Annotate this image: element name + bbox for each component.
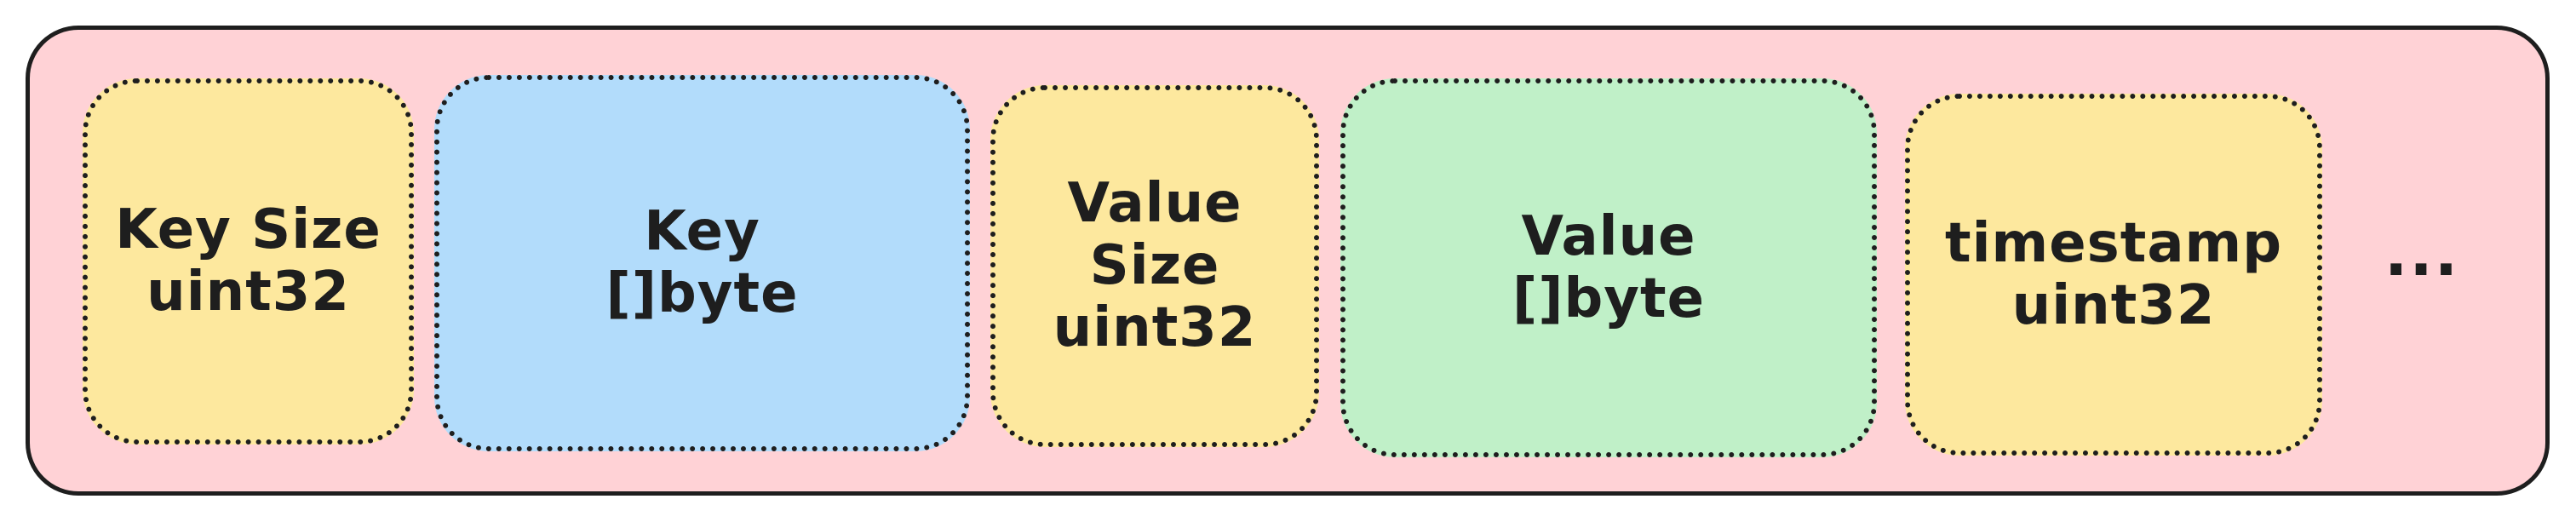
- value-size-field: Value Size uint32: [990, 85, 1319, 447]
- value-type: []byte: [1512, 267, 1706, 330]
- timestamp-label: timestamp: [1945, 211, 2282, 275]
- ellipsis-more-fields: ...: [2384, 218, 2460, 290]
- value-label: Value: [1521, 204, 1696, 268]
- value-size-label-line2: Size: [1089, 234, 1220, 298]
- value-size-label-line1: Value: [1067, 172, 1242, 236]
- timestamp-type: uint32: [2011, 273, 2216, 337]
- key-size-label: Key Size: [115, 198, 382, 262]
- value-field: Value []byte: [1340, 78, 1877, 457]
- value-size-type: uint32: [1053, 295, 1257, 359]
- key-size-field: Key Size uint32: [83, 78, 414, 445]
- key-type: []byte: [605, 262, 799, 325]
- timestamp-field: timestamp uint32: [1905, 94, 2322, 456]
- key-label: Key: [644, 200, 760, 264]
- key-size-type: uint32: [146, 261, 350, 324]
- key-field: Key []byte: [434, 75, 970, 451]
